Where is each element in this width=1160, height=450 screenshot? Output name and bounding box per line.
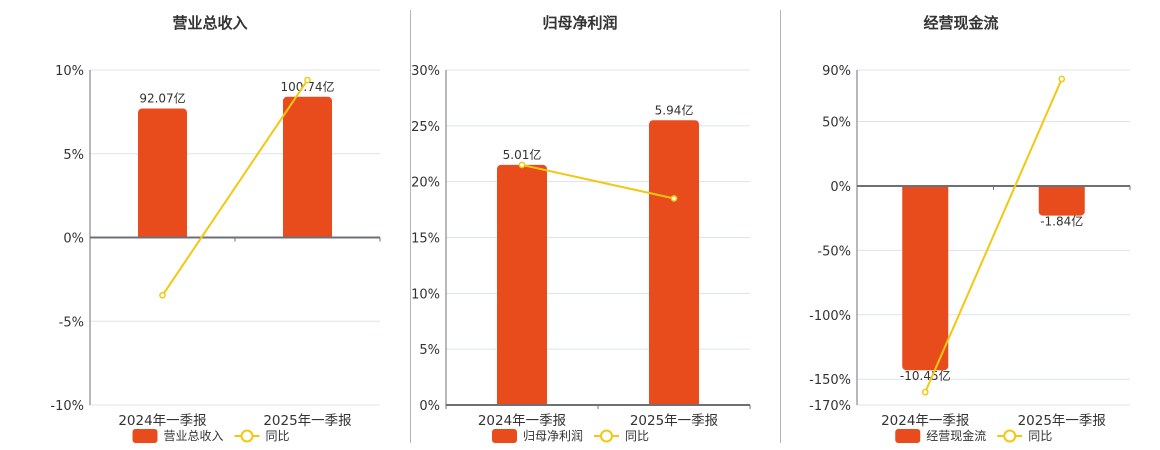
- y-tick-label: 0%: [830, 180, 851, 195]
- bar-value-label: 100.74亿: [281, 79, 335, 94]
- bar-value-label: 92.07亿: [139, 91, 185, 106]
- x-category-label: 2025年一季报: [1018, 413, 1106, 429]
- panel-divider: [780, 10, 781, 443]
- y-tick-label: 5%: [419, 343, 440, 358]
- x-category-label: 2025年一季报: [263, 413, 351, 429]
- yoy-line: [161, 79, 309, 296]
- bar: [649, 120, 699, 405]
- panel-revenue: 营业总收入 10% 5% 0% -5% -10% 92.07亿 100.74亿 2024年一季…: [0, 0, 410, 450]
- y-tick-label: -50%: [817, 244, 851, 259]
- panel-net-profit: 归母净利润 30% 25% 20% 15% 10% 5% 0% 5.01亿 5.94亿 2024年…: [410, 0, 780, 450]
- x-category-label: 2024年一季报: [118, 413, 206, 429]
- panel-operating-cashflow: 经营现金流 90% 50% 0% -50% -100% -150% -170% -10.45亿…: [781, 0, 1160, 450]
- yoy-line: [924, 78, 1063, 393]
- yoy-point: [518, 161, 526, 169]
- chart-title: 归母净利润: [542, 14, 618, 32]
- bar-value-label: 5.01亿: [503, 147, 542, 162]
- bar: [497, 164, 547, 405]
- panel-divider: [410, 10, 411, 443]
- y-tick-label: 0%: [63, 232, 84, 247]
- legend-bar-swatch: [895, 429, 921, 443]
- bar: [1038, 185, 1085, 216]
- bar-base: [649, 401, 699, 405]
- y-tick-label: 25%: [411, 120, 440, 135]
- y-tick-label: -5%: [59, 315, 84, 330]
- net-profit-chart: 30% 25% 20% 15% 10% 5% 0% 5.01亿 5.94亿 2024年一季报 202…: [411, 64, 751, 443]
- y-tick-label: -170%: [809, 399, 851, 414]
- bar: [902, 185, 949, 371]
- yoy-line: [521, 163, 675, 200]
- legend-line-marker-icon: [240, 429, 254, 443]
- yoy-point: [921, 388, 929, 396]
- bar-value-label: -1.84亿: [1040, 214, 1083, 229]
- x-category-label: 2025年一季报: [630, 413, 718, 429]
- legend-line-label: 同比: [1028, 429, 1052, 443]
- y-tick-label: 30%: [411, 64, 440, 79]
- y-tick-label: 5%: [63, 148, 84, 163]
- yoy-point: [304, 76, 311, 84]
- bar-base: [902, 185, 949, 190]
- y-tick-label: 90%: [822, 64, 851, 79]
- revenue-chart: 10% 5% 0% -5% -10% 92.07亿 100.74亿 2024年一季报 2025年…: [50, 64, 381, 443]
- y-tick-label: -150%: [809, 373, 851, 388]
- legend-line-marker-icon: [600, 429, 613, 443]
- y-tick-label: -100%: [809, 309, 851, 324]
- bar: [283, 96, 332, 238]
- operating-cashflow-chart: 90% 50% 0% -50% -100% -150% -170% -10.45亿 -1.84亿…: [809, 64, 1131, 443]
- y-tick-label: 10%: [411, 287, 440, 302]
- x-category-label: 2024年一季报: [478, 413, 566, 429]
- y-tick-label: 15%: [411, 232, 440, 247]
- bar-base: [283, 233, 332, 238]
- legend-bar-swatch: [132, 429, 158, 443]
- legend-bar-label: 营业总收入: [164, 429, 224, 443]
- chart-title: 经营现金流: [923, 14, 999, 32]
- bar-base: [138, 233, 187, 238]
- legend-bar-label: 归母净利润: [523, 429, 583, 443]
- yoy-point: [670, 195, 678, 202]
- bar-value-label: 5.94亿: [655, 102, 694, 117]
- bar-value-label: -10.45亿: [900, 368, 951, 383]
- y-tick-label: 0%: [419, 399, 440, 414]
- y-tick-label: -10%: [50, 399, 84, 414]
- y-tick-label: 20%: [411, 176, 440, 191]
- y-tick-label: 10%: [55, 64, 84, 79]
- chart-title: 营业总收入: [172, 14, 248, 32]
- bar-base: [1038, 185, 1085, 190]
- bar-base: [497, 401, 547, 405]
- legend-line-marker-icon: [1003, 429, 1017, 443]
- yoy-point: [159, 291, 166, 299]
- legend-line-label: 同比: [625, 429, 649, 443]
- x-category-label: 2024年一季报: [881, 413, 969, 429]
- bar: [138, 108, 187, 238]
- yoy-point: [1058, 75, 1066, 83]
- legend-bar-swatch: [492, 429, 517, 443]
- legend-line-label: 同比: [266, 429, 290, 443]
- legend-bar-label: 经营现金流: [926, 428, 986, 443]
- y-tick-label: 50%: [822, 116, 851, 131]
